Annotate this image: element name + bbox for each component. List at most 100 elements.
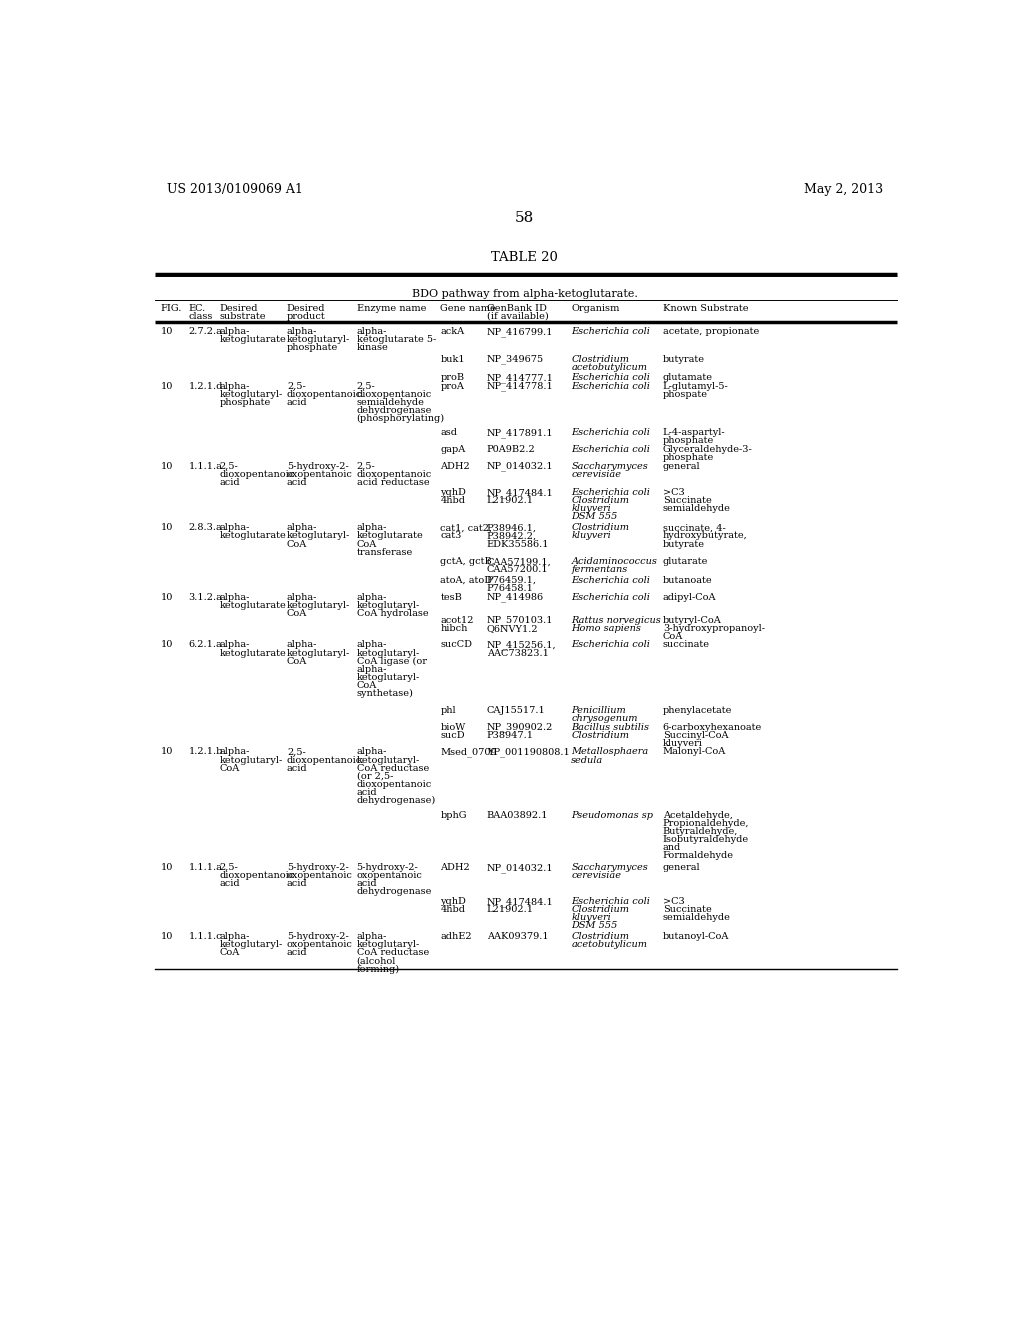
Text: acid reductase: acid reductase [356, 478, 429, 487]
Text: NP_414778.1: NP_414778.1 [486, 381, 554, 392]
Text: acid: acid [287, 397, 307, 407]
Text: ketoglutarate 5-: ketoglutarate 5- [356, 335, 436, 345]
Text: acid: acid [219, 879, 240, 888]
Text: alpha-: alpha- [356, 640, 387, 649]
Text: Escherichia coli: Escherichia coli [571, 445, 650, 454]
Text: 10: 10 [161, 932, 173, 941]
Text: CoA: CoA [663, 632, 683, 642]
Text: oxopentanoic: oxopentanoic [356, 871, 423, 880]
Text: dioxopentanoic: dioxopentanoic [287, 755, 362, 764]
Text: Acetaldehyde,: Acetaldehyde, [663, 810, 732, 820]
Text: sucD: sucD [440, 731, 465, 741]
Text: ADH2: ADH2 [440, 863, 470, 873]
Text: hibch: hibch [440, 624, 468, 632]
Text: CoA: CoA [287, 609, 307, 618]
Text: phenylacetate: phenylacetate [663, 706, 732, 715]
Text: AAK09379.1: AAK09379.1 [486, 932, 549, 941]
Text: butyrate: butyrate [663, 355, 705, 364]
Text: 3-hydroxypropanoyl-: 3-hydroxypropanoyl- [663, 624, 765, 632]
Text: 10: 10 [161, 524, 173, 532]
Text: Organism: Organism [571, 304, 620, 313]
Text: CoA: CoA [356, 681, 377, 690]
Text: acetobutylicum: acetobutylicum [571, 363, 647, 372]
Text: P76459.1,: P76459.1, [486, 576, 537, 585]
Text: May 2, 2013: May 2, 2013 [805, 183, 884, 197]
Text: AAC73823.1: AAC73823.1 [486, 648, 549, 657]
Text: gctA, gctB: gctA, gctB [440, 557, 493, 566]
Text: butanoyl-CoA: butanoyl-CoA [663, 932, 729, 941]
Text: CoA ligase (or: CoA ligase (or [356, 656, 427, 665]
Text: alpha-: alpha- [356, 593, 387, 602]
Text: >C3: >C3 [663, 488, 684, 496]
Text: NP_415256.1,: NP_415256.1, [486, 640, 556, 651]
Text: 2.8.3.a: 2.8.3.a [188, 524, 222, 532]
Text: (if available): (if available) [486, 312, 549, 321]
Text: 10: 10 [161, 747, 173, 756]
Text: 4hbd: 4hbd [440, 906, 465, 913]
Text: Escherichia coli: Escherichia coli [571, 640, 650, 649]
Text: dioxopentanoic: dioxopentanoic [356, 470, 432, 479]
Text: gapA: gapA [440, 445, 466, 454]
Text: L-glutamyl-5-: L-glutamyl-5- [663, 381, 728, 391]
Text: yqhD: yqhD [440, 896, 466, 906]
Text: CAA57199.1,: CAA57199.1, [486, 557, 552, 566]
Text: Escherichia coli: Escherichia coli [571, 428, 650, 437]
Text: phl: phl [440, 706, 456, 715]
Text: Desired: Desired [287, 304, 326, 313]
Text: ketoglutaryl-: ketoglutaryl- [287, 532, 350, 540]
Text: 4hbd: 4hbd [440, 496, 465, 506]
Text: dehydrogenase): dehydrogenase) [356, 796, 436, 805]
Text: phosphate: phosphate [663, 453, 714, 462]
Text: Escherichia coli: Escherichia coli [571, 896, 650, 906]
Text: NP_014032.1: NP_014032.1 [486, 863, 553, 873]
Text: glutamate: glutamate [663, 374, 713, 383]
Text: alpha-: alpha- [356, 665, 387, 673]
Text: BDO pathway from alpha-ketoglutarate.: BDO pathway from alpha-ketoglutarate. [412, 289, 638, 300]
Text: alpha-: alpha- [287, 640, 317, 649]
Text: dehydrogenase: dehydrogenase [356, 407, 432, 414]
Text: ketoglutaryl-: ketoglutaryl- [356, 755, 420, 764]
Text: proB: proB [440, 374, 465, 383]
Text: kluyveri: kluyveri [571, 532, 611, 540]
Text: alpha-: alpha- [219, 381, 250, 391]
Text: alpha-: alpha- [356, 747, 387, 756]
Text: alpha-: alpha- [356, 932, 387, 941]
Text: FIG.: FIG. [161, 304, 182, 313]
Text: bioW: bioW [440, 723, 466, 731]
Text: TABLE 20: TABLE 20 [492, 251, 558, 264]
Text: butyrate: butyrate [663, 540, 705, 549]
Text: Clostridium: Clostridium [571, 496, 630, 506]
Text: 10: 10 [161, 381, 173, 391]
Text: 5-hydroxy-2-: 5-hydroxy-2- [356, 863, 419, 873]
Text: P38947.1: P38947.1 [486, 731, 534, 741]
Text: 1.1.1.c: 1.1.1.c [188, 932, 222, 941]
Text: sedula: sedula [571, 755, 603, 764]
Text: NP_417484.1: NP_417484.1 [486, 896, 554, 907]
Text: 10: 10 [161, 462, 173, 471]
Text: oxopentanoic: oxopentanoic [287, 470, 352, 479]
Text: Escherichia coli: Escherichia coli [571, 327, 650, 337]
Text: Malonyl-CoA: Malonyl-CoA [663, 747, 726, 756]
Text: 10: 10 [161, 327, 173, 337]
Text: atoA, atoD: atoA, atoD [440, 576, 493, 585]
Text: Saccharymyces: Saccharymyces [571, 863, 648, 873]
Text: kinase: kinase [356, 343, 388, 352]
Text: cerevisiae: cerevisiae [571, 871, 622, 880]
Text: ketoglutarate: ketoglutarate [219, 335, 286, 345]
Text: Escherichia coli: Escherichia coli [571, 381, 650, 391]
Text: class: class [188, 312, 213, 321]
Text: Gene name: Gene name [440, 304, 496, 313]
Text: sucCD: sucCD [440, 640, 472, 649]
Text: Rattus norvegicus: Rattus norvegicus [571, 615, 662, 624]
Text: EDK35586.1: EDK35586.1 [486, 540, 549, 549]
Text: 2,5-: 2,5- [356, 462, 376, 471]
Text: Bacillus subtilis: Bacillus subtilis [571, 723, 649, 731]
Text: alpha-: alpha- [219, 524, 250, 532]
Text: DSM 555: DSM 555 [571, 512, 617, 521]
Text: cerevisiae: cerevisiae [571, 470, 622, 479]
Text: cat3: cat3 [440, 532, 462, 540]
Text: ketoglutaryl-: ketoglutaryl- [287, 335, 350, 345]
Text: CoA reductase: CoA reductase [356, 763, 429, 772]
Text: phospate: phospate [663, 389, 708, 399]
Text: semialdehyde: semialdehyde [663, 913, 731, 921]
